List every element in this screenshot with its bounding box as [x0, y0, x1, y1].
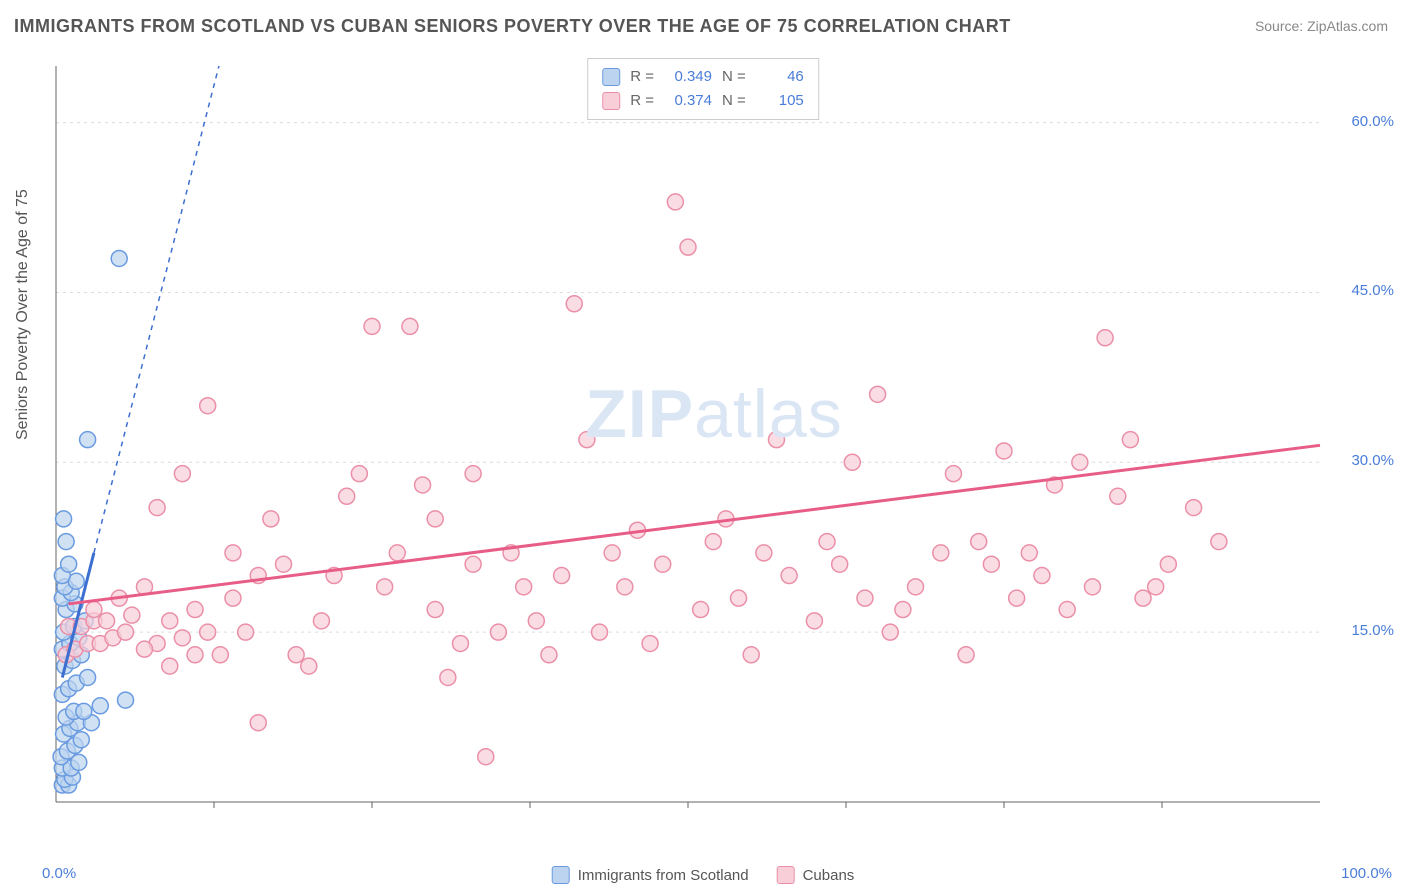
r-value-scotland: 0.349 — [664, 65, 712, 89]
n-label: N = — [722, 89, 746, 113]
y-axis-label: Seniors Poverty Over the Age of 75 — [14, 189, 32, 440]
r-value-cubans: 0.374 — [664, 89, 712, 113]
chart-title: IMMIGRANTS FROM SCOTLAND VS CUBAN SENIOR… — [14, 16, 1011, 37]
legend-label-scotland: Immigrants from Scotland — [578, 867, 749, 884]
swatch-scotland-icon — [552, 866, 570, 884]
n-label: N = — [722, 65, 746, 89]
swatch-cubans-icon — [777, 866, 795, 884]
chart-container: IMMIGRANTS FROM SCOTLAND VS CUBAN SENIOR… — [0, 0, 1406, 892]
legend-item-cubans: Cubans — [777, 866, 855, 884]
x-tick-min: 0.0% — [42, 865, 76, 882]
legend-item-scotland: Immigrants from Scotland — [552, 866, 749, 884]
series-legend: Immigrants from Scotland Cubans — [552, 866, 855, 884]
legend-row-scotland: R = 0.349 N = 46 — [602, 65, 804, 89]
y-tick-label: 45.0% — [1351, 282, 1394, 299]
y-tick-label: 60.0% — [1351, 113, 1394, 130]
r-label: R = — [630, 65, 654, 89]
n-value-cubans: 105 — [756, 89, 804, 113]
n-value-scotland: 46 — [756, 65, 804, 89]
scatter-svg — [48, 58, 1380, 832]
legend-row-cubans: R = 0.374 N = 105 — [602, 89, 804, 113]
r-label: R = — [630, 89, 654, 113]
swatch-cubans — [602, 92, 620, 110]
x-tick-max: 100.0% — [1341, 865, 1392, 882]
swatch-scotland — [602, 68, 620, 86]
correlation-legend: R = 0.349 N = 46 R = 0.374 N = 105 — [587, 58, 819, 120]
source-label: Source: ZipAtlas.com — [1255, 18, 1388, 34]
legend-label-cubans: Cubans — [803, 867, 855, 884]
plot-area: ZIPatlas — [48, 58, 1380, 832]
y-tick-label: 15.0% — [1351, 622, 1394, 639]
y-tick-label: 30.0% — [1351, 452, 1394, 469]
